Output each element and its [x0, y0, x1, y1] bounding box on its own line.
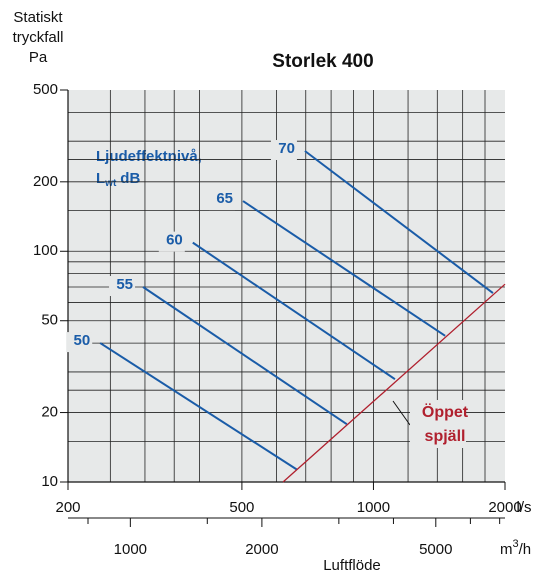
x2-tick-label: 1000 — [114, 541, 147, 558]
legend-dB: dB — [120, 170, 140, 187]
y-tick-label: 100 — [33, 242, 58, 259]
unit-sup: 3 — [513, 538, 519, 550]
series-label: 50 — [74, 332, 91, 349]
y-axis-label: Statiskt — [13, 9, 63, 26]
legend-symbol: L — [96, 170, 105, 187]
x2-label: Luftflöde — [323, 557, 381, 574]
data-line — [282, 283, 506, 483]
label-bg — [270, 140, 297, 161]
series-label: 55 — [116, 276, 133, 293]
legend-title: Ljudeffektnivå, — [96, 148, 202, 165]
x-tick-label: 200 — [55, 499, 80, 516]
label-bg — [66, 332, 93, 353]
annotation-leader — [392, 400, 411, 426]
legend-bg — [78, 145, 238, 187]
x-tick-label: 2000 — [488, 499, 521, 516]
y-axis-label: tryckfall — [13, 29, 64, 46]
data-line — [242, 200, 446, 337]
series-label: 65 — [216, 190, 233, 207]
x2-unit: m3/h — [500, 538, 531, 558]
annotation-bg — [410, 400, 466, 448]
x2-tick-label: 2000 — [245, 541, 278, 558]
y-tick-label: 10 — [41, 473, 58, 490]
data-line — [192, 241, 396, 381]
x2-tick-label: 5000 — [419, 541, 452, 558]
unit-rest: /h — [519, 541, 532, 558]
unit-base: m — [500, 541, 513, 558]
label-bg — [109, 276, 136, 297]
chart-title: Storlek 400 — [272, 51, 373, 72]
data-line — [99, 342, 298, 471]
y-tick-label: 200 — [33, 173, 58, 190]
y-axis-label: Pa — [29, 49, 48, 66]
data-line — [304, 150, 494, 294]
x-unit: l/s — [517, 499, 532, 516]
data-line — [142, 286, 348, 426]
x-tick-label: 500 — [229, 499, 254, 516]
damper-label: spjäll — [425, 428, 466, 445]
y-tick-label: 20 — [41, 404, 58, 421]
label-bg — [209, 190, 236, 211]
label-bg — [158, 231, 185, 252]
x-tick-label: 1000 — [357, 499, 390, 516]
y-tick-label: 50 — [41, 312, 58, 329]
series-label: 60 — [166, 232, 183, 249]
series-label: 70 — [278, 140, 295, 157]
y-tick-label: 500 — [33, 81, 58, 98]
damper-label: Öppet — [422, 402, 469, 421]
